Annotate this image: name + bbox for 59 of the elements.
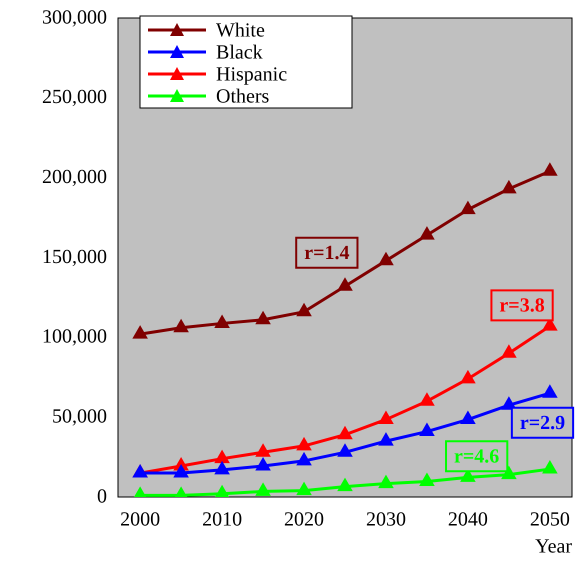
point	[338, 427, 352, 440]
point	[379, 476, 393, 488]
x-tick-label: 2020	[284, 508, 324, 530]
x-axis-title: Year	[535, 535, 572, 558]
point	[215, 462, 229, 474]
x-tick-label: 2040	[448, 508, 488, 530]
point	[297, 304, 311, 316]
point	[502, 181, 516, 194]
point	[215, 486, 229, 497]
point	[338, 479, 352, 492]
y-tick-label: 300,000	[42, 6, 107, 28]
point	[420, 424, 434, 436]
point	[502, 398, 516, 410]
x-tick-label: 2000	[120, 508, 160, 530]
point	[543, 386, 557, 398]
x-tick-label: 2030	[366, 508, 406, 530]
point	[256, 444, 270, 457]
point	[133, 326, 147, 339]
annotation: r=3.8	[499, 294, 545, 317]
legend-label: White	[216, 19, 265, 42]
point	[215, 451, 229, 464]
y-tick-label: 250,000	[42, 86, 107, 108]
point	[461, 202, 475, 214]
point	[256, 458, 270, 471]
y-tick-label: 0	[97, 485, 107, 508]
point	[379, 434, 393, 446]
legend-label: Black	[216, 41, 263, 64]
annotation: r=2.9	[520, 412, 566, 434]
annotation: r=1.4	[304, 242, 350, 264]
point	[420, 394, 434, 406]
x-tick-label: 2050	[530, 508, 570, 530]
point	[420, 474, 434, 486]
point	[461, 371, 475, 384]
point	[379, 412, 393, 424]
y-tick-label: 100,000	[42, 326, 107, 348]
point	[502, 346, 516, 358]
y-tick-label: 50,000	[52, 405, 107, 428]
point	[297, 483, 311, 496]
point	[543, 462, 557, 474]
point	[338, 278, 352, 291]
point	[256, 312, 270, 324]
point	[420, 228, 434, 240]
point	[502, 467, 516, 480]
point	[174, 320, 188, 332]
annotation: r=4.6	[454, 445, 500, 468]
y-tick-label: 200,000	[42, 166, 107, 188]
x-tick-label: 2010	[202, 508, 242, 530]
point	[543, 164, 557, 176]
point	[338, 444, 352, 457]
point	[297, 438, 311, 450]
point	[379, 253, 393, 266]
point	[215, 316, 229, 328]
point	[461, 412, 475, 424]
point	[256, 484, 270, 496]
point	[297, 453, 311, 466]
point	[174, 466, 188, 478]
legend-label: Others	[216, 85, 270, 108]
y-tick-label: 150,000	[42, 246, 107, 268]
legend-label: Hispanic	[216, 63, 288, 86]
